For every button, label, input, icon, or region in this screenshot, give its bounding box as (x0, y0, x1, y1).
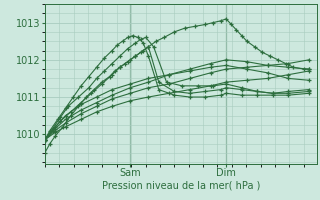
X-axis label: Pression niveau de la mer( hPa ): Pression niveau de la mer( hPa ) (102, 181, 260, 191)
